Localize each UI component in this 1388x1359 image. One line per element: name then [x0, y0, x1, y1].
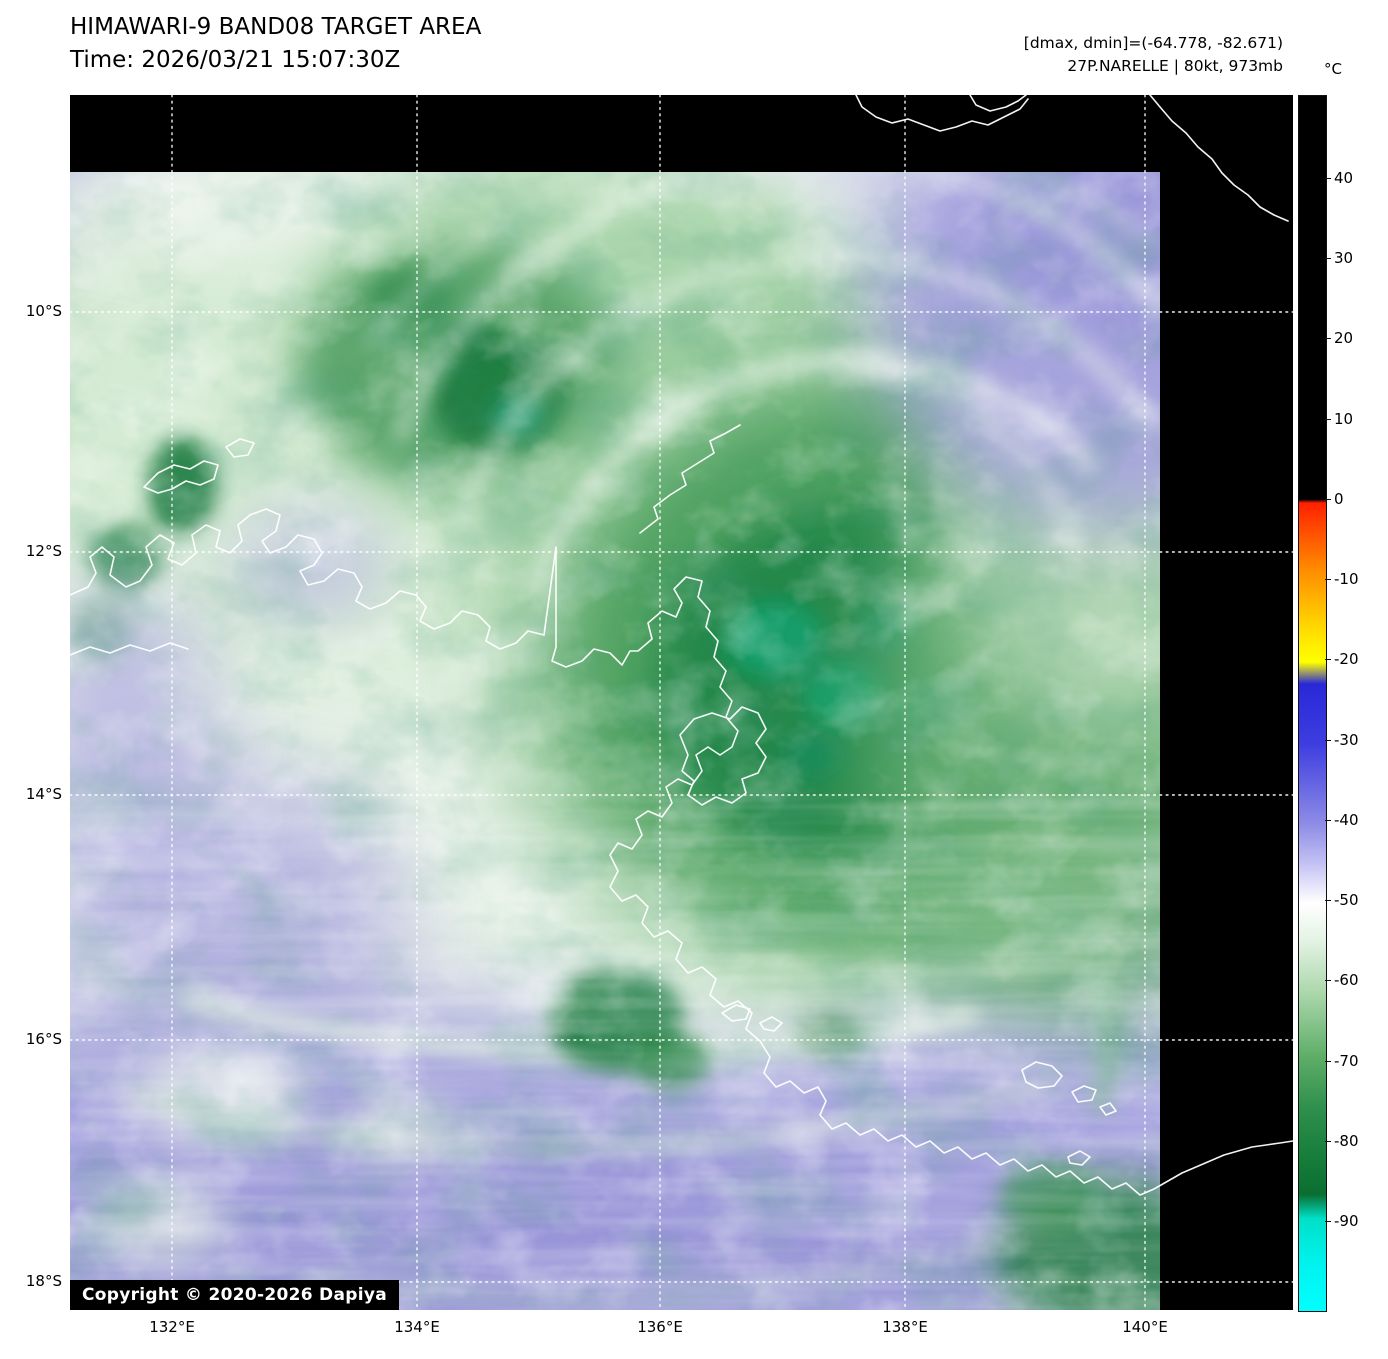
- colorbar-tick-label: 10: [1325, 410, 1386, 428]
- copyright-badge: Copyright © 2020-2026 Dapiya: [70, 1280, 399, 1310]
- colorbar-tick-label: -30: [1325, 731, 1386, 749]
- colorbar-tick-label: -60: [1325, 971, 1386, 989]
- colorbar-tick-label: 30: [1325, 249, 1386, 267]
- colorbar-tick-label: -70: [1325, 1052, 1386, 1070]
- dmax-dmin-readout: [dmax, dmin]=(-64.778, -82.671): [1023, 34, 1283, 52]
- lat-tick-label: 18°S: [25, 1272, 62, 1290]
- header-right: [dmax, dmin]=(-64.778, -82.671) 27P.NARE…: [1024, 32, 1283, 78]
- colorbar-tick-label: -90: [1325, 1212, 1386, 1230]
- colorbar-tick-label: -50: [1325, 891, 1386, 909]
- colorbar-tick-label: -20: [1325, 650, 1386, 668]
- colorbar-tick-label: -10: [1325, 570, 1386, 588]
- lon-tick-label: 138°E: [882, 1318, 928, 1336]
- satellite-imagery: [70, 95, 1293, 1310]
- satellite-map: Copyright © 2020-2026 Dapiya: [70, 95, 1293, 1310]
- coastlines: [70, 95, 1293, 1196]
- colorbar-tick-label: 20: [1325, 329, 1386, 347]
- lon-tick-label: 132°E: [149, 1318, 195, 1336]
- colorbar-tick-label: -40: [1325, 811, 1386, 829]
- storm-info: 27P.NARELLE | 80kt, 973mb: [1067, 57, 1283, 75]
- lat-tick-label: 10°S: [25, 302, 62, 320]
- colorbar-tick-label: -80: [1325, 1132, 1386, 1150]
- lat-tick-label: 12°S: [25, 542, 62, 560]
- lat-tick-label: 16°S: [25, 1030, 62, 1048]
- page-title: HIMAWARI-9 BAND08 TARGET AREA: [70, 14, 482, 40]
- colorbar-unit-label: °C: [1324, 60, 1342, 78]
- lon-tick-label: 136°E: [637, 1318, 683, 1336]
- cloud-field: [70, 172, 1160, 1310]
- lat-tick-label: 14°S: [25, 785, 62, 803]
- colorbar-tick-label: 40: [1325, 169, 1386, 187]
- lon-tick-label: 140°E: [1122, 1318, 1168, 1336]
- colorbar-tick-label: 0: [1325, 490, 1386, 508]
- lon-tick-label: 134°E: [394, 1318, 440, 1336]
- temperature-colorbar: [1298, 95, 1327, 1312]
- timestamp: Time: 2026/03/21 15:07:30Z: [70, 47, 401, 73]
